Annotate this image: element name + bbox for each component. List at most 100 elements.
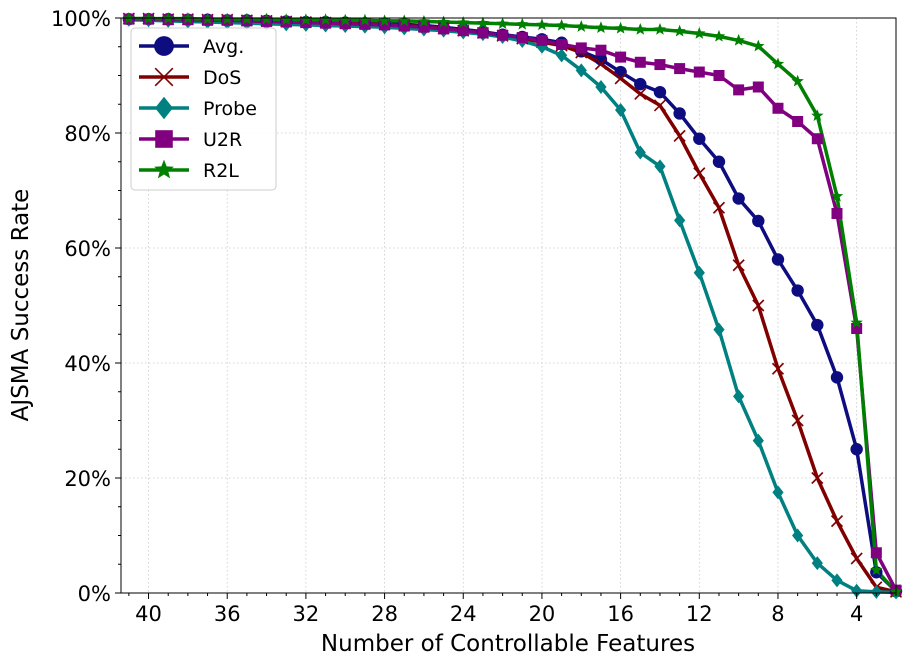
data-point-r2l xyxy=(594,21,608,34)
data-point-u2r xyxy=(556,38,568,50)
y-tick-label: 0% xyxy=(78,582,111,606)
data-point-probe xyxy=(792,528,804,543)
x-axis: 40 36 32 28 24 20 16 12 8 4 xyxy=(128,593,897,626)
data-point-probe xyxy=(811,556,823,571)
legend-label-u2r: U2R xyxy=(203,129,242,151)
data-point-avg xyxy=(653,85,667,99)
y-tick-label: 20% xyxy=(64,467,111,491)
data-point-u2r xyxy=(713,70,725,81)
data-point-probe xyxy=(870,584,882,599)
data-point-r2l xyxy=(850,316,863,329)
data-point-r2l xyxy=(791,74,804,87)
legend-label-avg: Avg. xyxy=(203,36,244,58)
x-axis-label: Number of Controllable Features xyxy=(321,631,695,657)
data-point-r2l xyxy=(673,24,686,37)
series-lines xyxy=(128,16,898,595)
data-point-r2l xyxy=(299,13,313,25)
data-point-u2r xyxy=(831,208,843,219)
data-point-dos xyxy=(752,299,765,312)
data-point-avg xyxy=(634,77,647,91)
data-point-r2l xyxy=(496,17,509,30)
data-point-u2r xyxy=(752,81,764,93)
data-point-r2l xyxy=(535,18,549,31)
series-line-r2l xyxy=(128,16,898,594)
data-point-r2l xyxy=(771,57,785,70)
data-point-dos xyxy=(811,471,824,485)
y-tick-label: 80% xyxy=(64,122,111,146)
data-point-avg xyxy=(712,155,726,168)
legend-label-dos: DoS xyxy=(203,67,241,89)
data-point-r2l xyxy=(870,563,883,576)
data-point-r2l xyxy=(358,13,372,26)
data-point-u2r xyxy=(379,19,391,31)
data-point-probe xyxy=(772,485,784,500)
data-point-probe xyxy=(634,145,646,160)
data-point-avg xyxy=(771,253,785,266)
x-tick-label: 16 xyxy=(607,602,634,626)
data-point-dos xyxy=(830,515,844,528)
data-point-r2l xyxy=(339,13,352,26)
data-point-avg xyxy=(811,318,824,332)
data-point-avg xyxy=(850,443,863,456)
data-point-avg xyxy=(614,65,627,79)
legend-label-probe: Probe xyxy=(203,98,257,120)
data-point-r2l xyxy=(693,27,706,39)
x-tick-label: 32 xyxy=(293,602,320,626)
data-point-avg xyxy=(673,107,686,120)
data-point-r2l xyxy=(614,21,627,34)
legend-label-r2l: R2L xyxy=(203,160,239,182)
x-tick-label: 4 xyxy=(850,602,863,626)
legend-marker-r2l xyxy=(154,159,174,179)
data-point-u2r xyxy=(477,27,489,39)
data-point-probe xyxy=(595,80,607,94)
data-point-r2l xyxy=(712,29,726,42)
data-point-r2l xyxy=(221,12,234,25)
data-point-dos xyxy=(850,552,863,565)
data-point-u2r xyxy=(792,116,804,127)
data-point-u2r xyxy=(339,18,351,30)
data-point-r2l xyxy=(280,13,293,25)
data-point-u2r xyxy=(811,133,823,145)
data-point-r2l xyxy=(732,33,745,46)
data-point-dos xyxy=(594,57,608,71)
legend-marker-dos xyxy=(154,67,174,87)
data-point-u2r xyxy=(674,63,686,75)
data-point-r2l xyxy=(575,20,588,32)
data-point-probe xyxy=(615,103,627,117)
data-point-r2l xyxy=(555,18,568,31)
data-point-dos xyxy=(653,99,667,112)
data-point-probe xyxy=(851,583,863,598)
data-point-u2r xyxy=(595,44,607,56)
legend: Avg. DoS Probe U2R R2L xyxy=(130,27,277,191)
data-point-dos xyxy=(712,201,726,214)
data-point-u2r xyxy=(851,323,863,334)
y-tick-label: 60% xyxy=(64,237,111,261)
x-tick-label: 8 xyxy=(771,602,784,626)
y-tick-label: 100% xyxy=(51,7,111,31)
y-axis-label: AJSMA Success Rate xyxy=(8,189,34,422)
data-point-u2r xyxy=(457,25,469,37)
data-point-probe xyxy=(575,63,587,78)
x-tick-label: 12 xyxy=(686,602,713,626)
data-point-u2r xyxy=(359,18,371,30)
data-point-avg xyxy=(594,53,608,66)
data-point-r2l xyxy=(811,109,824,122)
data-point-dos xyxy=(732,259,745,272)
data-point-probe xyxy=(654,159,666,174)
data-point-probe xyxy=(752,433,764,448)
data-point-probe xyxy=(733,389,745,404)
x-tick-label: 36 xyxy=(214,602,241,626)
data-point-dos xyxy=(791,414,804,427)
data-point-r2l xyxy=(378,14,391,27)
data-point-r2l xyxy=(319,13,332,25)
series-line-u2r xyxy=(128,17,898,591)
data-point-r2l xyxy=(830,189,844,202)
y-axis: 0% 20% 40% 60% 80% 100% xyxy=(51,7,121,606)
data-point-u2r xyxy=(634,56,646,68)
y-tick-label: 40% xyxy=(64,352,111,376)
series-markers xyxy=(122,12,903,600)
data-point-avg xyxy=(693,132,706,145)
data-point-r2l xyxy=(201,12,214,25)
data-point-r2l xyxy=(476,16,490,29)
